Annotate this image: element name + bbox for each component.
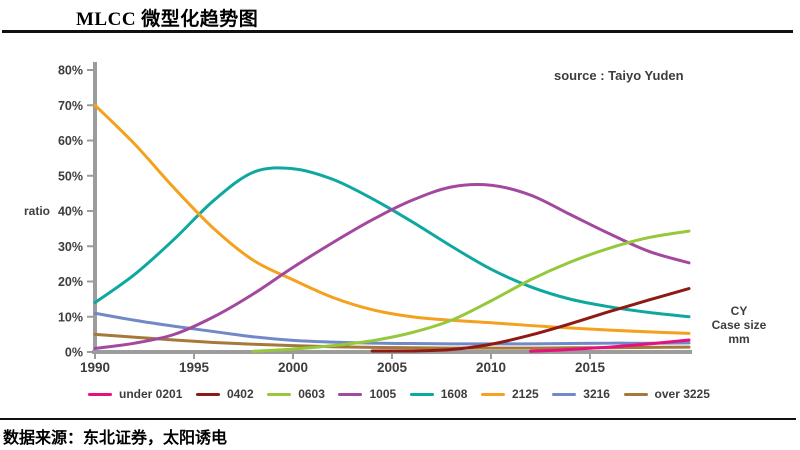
legend-swatch <box>338 392 363 396</box>
legend-label: 2125 <box>512 387 539 401</box>
y-tick-label: 30% <box>58 240 83 254</box>
legend-swatch <box>409 392 434 396</box>
y-tick-label: 40% <box>58 205 83 219</box>
y-tick-label: 0% <box>65 346 83 360</box>
y-tick-label: 10% <box>58 310 83 324</box>
legend-swatch <box>88 392 112 396</box>
series-line-0402 <box>370 287 691 353</box>
page-title: MLCC 微型化趋势图 <box>76 9 259 30</box>
y-tick-label: 60% <box>58 134 83 148</box>
legend-item-over-3225: over 3225 <box>623 387 710 401</box>
legend-label: 1608 <box>440 387 468 401</box>
series-line-1005 <box>93 183 691 350</box>
y-tick-label: 50% <box>58 169 83 183</box>
y-axis-title: ratio <box>24 204 51 218</box>
legend-item-under-0201: under 0201 <box>88 387 182 401</box>
legend-swatch <box>267 392 292 396</box>
legend-label: 0402 <box>226 387 254 401</box>
legend-label: under 0201 <box>119 387 183 401</box>
x-axis-unit-line3: mm <box>728 332 750 346</box>
x-axis-unit-line1: CY <box>730 304 748 318</box>
legend-item-1005: 1005 <box>338 387 396 401</box>
x-axis-unit-line2: Case size <box>711 318 767 332</box>
legend-label: 1005 <box>369 387 397 401</box>
legend-label: 3216 <box>583 387 610 401</box>
x-tick-label: 1995 <box>179 360 210 375</box>
chart-source-note: source : Taiyo Yuden <box>554 68 684 83</box>
legend-item-3216: 3216 <box>552 387 610 401</box>
legend: under 0201 0402 0603 1005 1608 2125 3216 over 3… <box>88 387 710 401</box>
legend-item-0603: 0603 <box>267 387 325 401</box>
data-source-caption: 数据来源：东北证券，太阳诱电 <box>3 430 228 447</box>
legend-label: over 3225 <box>654 387 710 401</box>
x-tick-label: 1990 <box>80 360 110 375</box>
legend-swatch <box>481 392 505 396</box>
title-divider <box>2 30 793 33</box>
series-line-0603 <box>251 229 691 353</box>
series-line-2125 <box>93 103 691 335</box>
legend-swatch <box>552 392 577 396</box>
legend-item-1608: 1608 <box>409 387 468 401</box>
series-line-under-0201 <box>529 338 691 353</box>
y-tick-label: 80% <box>58 64 83 78</box>
series-line-1608 <box>93 166 691 319</box>
footer-divider <box>0 418 796 420</box>
legend-item-2125: 2125 <box>481 387 539 401</box>
x-tick-label: 2005 <box>377 360 408 375</box>
x-tick-label: 2015 <box>575 360 606 375</box>
legend-swatch <box>195 392 220 396</box>
legend-item-0402: 0402 <box>195 387 254 401</box>
series-line-3216 <box>93 311 691 346</box>
y-tick-label: 20% <box>58 275 83 289</box>
legend-label: 0603 <box>298 387 325 401</box>
x-axis-unit-label: CY Case size mm <box>703 304 775 346</box>
x-tick-label: 2010 <box>476 360 506 375</box>
legend-swatch <box>623 392 648 396</box>
x-tick-label: 2000 <box>278 360 308 375</box>
y-tick-label: 70% <box>58 99 83 113</box>
